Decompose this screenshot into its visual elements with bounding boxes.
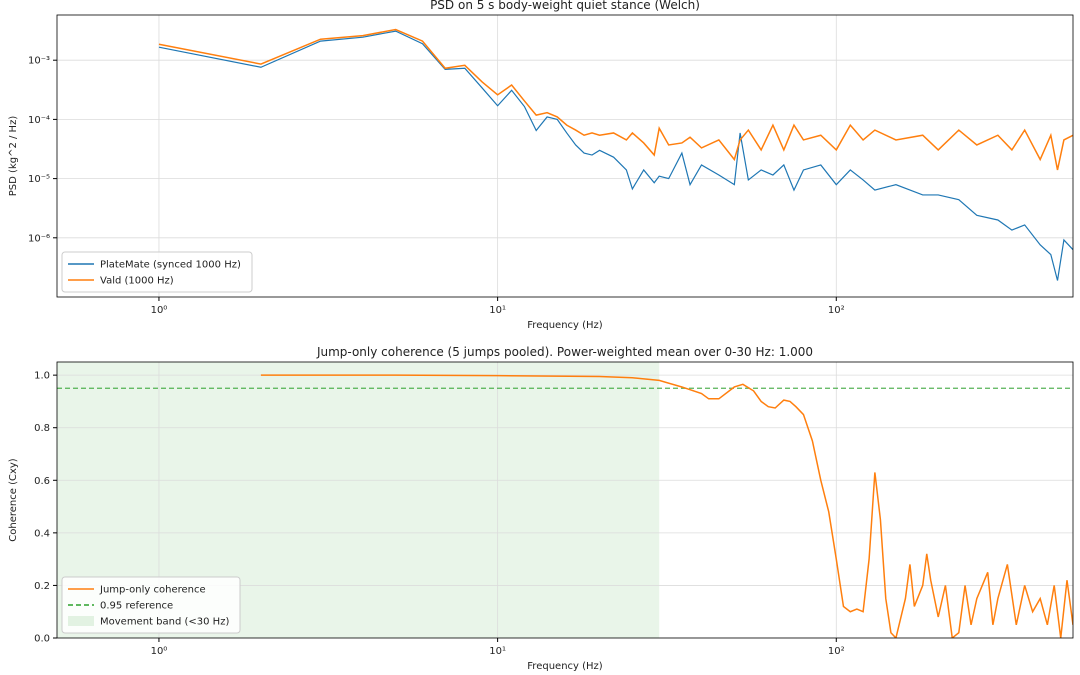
legend-label: PlateMate (synced 1000 Hz) [100, 260, 241, 271]
x-tick-label: 10¹ [489, 646, 506, 657]
y-tick-label: 0.0 [34, 634, 50, 645]
legend-box [61, 576, 241, 634]
y-tick-label: 10⁻³ [28, 56, 50, 67]
x-tick-label: 10⁰ [151, 305, 168, 316]
series-line [158, 30, 1073, 281]
x-tick-label: 10¹ [489, 305, 506, 316]
legend: Jump-only coherence 0.95 reference Movemen… [61, 576, 241, 634]
x-axis-label: Frequency (Hz) [527, 320, 603, 331]
legend-box [61, 251, 253, 293]
legend-label: Movement band (<30 Hz) [100, 617, 229, 628]
y-tick-label: 0.2 [34, 581, 50, 592]
legend-label: Jump-only coherence [99, 585, 206, 596]
axes-frame [56, 14, 1074, 298]
y-tick-label: 10⁻⁵ [28, 174, 50, 185]
y-tick-label: 0.4 [34, 528, 50, 539]
x-axis-label: Frequency (Hz) [527, 661, 603, 672]
y-axis-label: Coherence (Cxy) [8, 458, 19, 542]
y-tick-label: 1.0 [34, 371, 50, 382]
chart-title: Jump-only coherence (5 jumps pooled). Po… [316, 345, 813, 359]
axes-frame [56, 361, 1074, 639]
y-tick-label: 10⁻⁶ [28, 233, 50, 244]
chart-title: PSD on 5 s body-weight quiet stance (Wel… [430, 0, 700, 12]
x-tick-label: 10² [828, 646, 845, 657]
series-line [260, 374, 1073, 638]
plot-area [57, 15, 1073, 297]
legend-label: 0.95 reference [100, 601, 173, 612]
y-tick-label: 0.6 [34, 476, 50, 487]
y-tick-label: 0.8 [34, 423, 50, 434]
x-tick-label: 10⁰ [151, 646, 168, 657]
legend: PlateMate (synced 1000 Hz) Vald (1000 Hz) [61, 251, 253, 293]
series-line [158, 28, 1073, 171]
legend-swatch [68, 616, 94, 626]
x-tick-label: 10² [828, 305, 845, 316]
legend-label: Vald (1000 Hz) [100, 276, 174, 287]
y-tick-label: 10⁻⁴ [28, 115, 50, 126]
y-axis-label: PSD (kg^2 / Hz) [8, 116, 19, 197]
